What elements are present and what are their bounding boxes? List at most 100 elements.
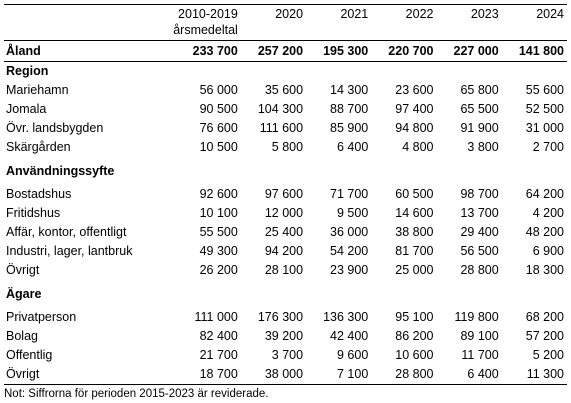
table-cell: 31 000	[525, 121, 564, 135]
total-label: Åland	[4, 40, 155, 62]
table-row: Övrigt 26 200 28 100 23 900 25 000 28 800 18 3…	[4, 261, 567, 280]
table-row: Offentlig 21 700 3 700 9 600 10 600 11 700 5 2…	[4, 346, 567, 365]
table-cell: 28 800	[460, 263, 499, 277]
row-label: Bostadshus	[6, 187, 72, 201]
table-row: Bolag 82 400 39 200 42 400 86 200 89 100 57 20…	[4, 327, 567, 346]
table-cell: 3 700	[271, 348, 304, 362]
table-cell: 5 200	[532, 348, 564, 362]
table-cell: 60 500	[395, 187, 434, 201]
table-row: Skärgården 10 500 5 800 6 400 4 800 3 800 2 70…	[4, 138, 567, 157]
table-cell: 54 200	[330, 244, 369, 258]
row-label: Skärgården	[6, 140, 71, 154]
table-cell: 81 700	[395, 244, 434, 258]
table-cell: 29 400	[460, 225, 499, 239]
table-cell: 10 500	[199, 140, 238, 154]
header-blank-cell	[4, 23, 155, 41]
section-title: Ägare	[6, 287, 42, 301]
table-cell: 28 100	[264, 263, 304, 277]
table-cell: 85 900	[330, 121, 369, 135]
table-row: Övrigt 18 700 38 000 7 100 28 800 6 400 11 300	[4, 365, 567, 385]
table-cell: 64 200	[525, 187, 564, 201]
table-cell: 4 200	[532, 206, 564, 220]
table-cell: 12 000	[264, 206, 304, 220]
header-blank-cell	[436, 23, 502, 41]
table-cell: 13 700	[460, 206, 499, 220]
row-label: Privatperson	[6, 310, 77, 324]
row-label: Bolag	[6, 329, 38, 343]
table-cell: 220 700	[371, 40, 437, 62]
table-cell: 36 000	[330, 225, 369, 239]
table-cell: 91 900	[460, 121, 499, 135]
table-row: Industri, lager, lantbruk 49 300 94 200 54 …	[4, 242, 567, 261]
table-row: Övr. landsbygden 76 600 111 600 85 900 94 80…	[4, 119, 567, 138]
header-year-2024: 2024	[501, 4, 567, 23]
header-year-2020: 2020	[240, 4, 307, 23]
table-body: Åland 233 700 257 200 195 300 220 700 22…	[4, 40, 567, 385]
table-footnote: Not: Siffrorna för perioden 2015-2023 är…	[4, 388, 269, 400]
table-cell: 257 200	[240, 40, 307, 62]
table-cell: 233 700	[154, 40, 241, 62]
table-cell: 82 400	[199, 329, 238, 343]
table-cell: 55 500	[199, 225, 238, 239]
row-label: Jomala	[6, 102, 47, 116]
row-label: Övrigt	[6, 263, 40, 277]
table-header: 2010-2019 2020 2021 2022 2023 2024 årsme…	[4, 4, 567, 41]
table-cell: 9 600	[336, 348, 369, 362]
table-cell: 23 900	[330, 263, 369, 277]
table-cell: 39 200	[264, 329, 304, 343]
header-year-2021: 2021	[306, 4, 372, 23]
table-cell: 56 000	[199, 83, 238, 97]
table-cell: 49 300	[199, 244, 238, 258]
table-cell: 6 900	[532, 244, 564, 258]
table-cell: 5 800	[271, 140, 304, 154]
section-header-use: Användningssyfte	[4, 157, 567, 185]
table-cell: 90 500	[199, 102, 238, 116]
row-label: Mariehamn	[6, 83, 69, 97]
table-cell: 10 600	[395, 348, 434, 362]
section-title: Användningssyfte	[6, 164, 115, 178]
table-cell: 11 700	[461, 348, 499, 362]
header-blank-cell	[240, 23, 307, 41]
table-row: Mariehamn 56 000 35 600 14 300 23 600 65 800 5…	[4, 81, 567, 100]
table-row: Affär, kontor, offentligt 55 500 25 400 36 …	[4, 223, 567, 242]
table-row: Bostadshus 92 600 97 600 71 700 60 500 98 700…	[4, 185, 567, 204]
table-cell: 195 300	[306, 40, 372, 62]
header-blank-cell	[371, 23, 437, 41]
table-cell: 7 100	[306, 365, 372, 385]
table-cell: 94 200	[264, 244, 304, 258]
table-cell: 97 600	[264, 187, 304, 201]
table-row: Privatperson 111 000 176 300 136 300 95 100 1…	[4, 308, 567, 327]
table-cell: 38 800	[395, 225, 434, 239]
table-cell: 104 300	[257, 102, 304, 116]
table-cell: 23 600	[395, 83, 434, 97]
table-cell: 3 800	[467, 140, 499, 154]
header-average-period: 2010-2019	[154, 4, 241, 23]
table-cell: 111 600	[259, 121, 304, 135]
row-label: Övr. landsbygden	[6, 121, 104, 135]
table-cell: 227 000	[436, 40, 502, 62]
table-cell: 141 800	[501, 40, 567, 62]
header-average-label: årsmedeltal	[154, 23, 241, 41]
table-cell: 176 300	[257, 310, 304, 324]
table-cell: 119 800	[454, 310, 499, 324]
table-cell: 28 800	[371, 365, 437, 385]
table-cell: 68 200	[525, 310, 564, 324]
header-blank-cell	[501, 23, 567, 41]
table-cell: 6 400	[436, 365, 502, 385]
table-cell: 88 700	[330, 102, 369, 116]
row-label: Affär, kontor, offentligt	[6, 225, 127, 239]
table-cell: 18 300	[525, 263, 564, 277]
table-cell: 6 400	[336, 140, 369, 154]
table-cell: 65 800	[460, 83, 499, 97]
table-cell: 21 700	[199, 348, 238, 362]
section-header-region: Region	[4, 62, 567, 82]
table-cell: 11 300	[501, 365, 567, 385]
table-cell: 65 500	[460, 102, 499, 116]
table-cell: 48 200	[525, 225, 564, 239]
table-cell: 9 500	[336, 206, 369, 220]
table-cell: 25 000	[395, 263, 434, 277]
table-cell: 10 100	[199, 206, 238, 220]
row-label: Övrigt	[4, 365, 155, 385]
table-cell: 57 200	[525, 329, 564, 343]
